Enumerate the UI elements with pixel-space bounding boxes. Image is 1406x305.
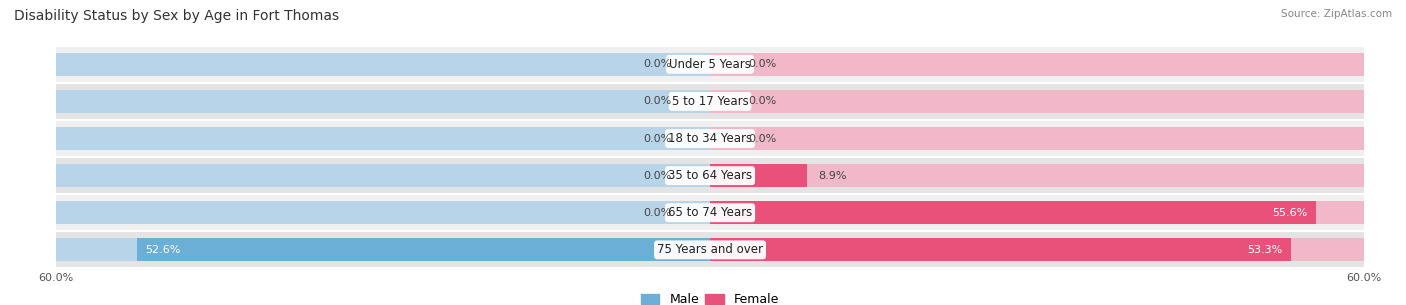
Bar — [56, 127, 710, 150]
Bar — [56, 201, 710, 224]
Text: Source: ZipAtlas.com: Source: ZipAtlas.com — [1281, 9, 1392, 19]
Bar — [56, 157, 1364, 194]
Bar — [56, 83, 1364, 120]
Bar — [710, 127, 1364, 150]
Text: 0.0%: 0.0% — [644, 96, 672, 106]
Text: 0.0%: 0.0% — [644, 134, 672, 144]
Text: 8.9%: 8.9% — [818, 170, 846, 181]
Bar — [710, 53, 1364, 76]
Text: 75 Years and over: 75 Years and over — [657, 243, 763, 256]
Bar — [710, 164, 1364, 187]
Legend: Male, Female: Male, Female — [636, 288, 785, 305]
Text: 52.6%: 52.6% — [146, 245, 181, 255]
Bar — [710, 238, 1364, 261]
Text: 0.0%: 0.0% — [644, 59, 672, 69]
Bar — [710, 238, 1291, 261]
Bar — [710, 201, 1364, 224]
Bar — [56, 46, 1364, 83]
Text: 65 to 74 Years: 65 to 74 Years — [668, 206, 752, 219]
Text: 0.0%: 0.0% — [748, 96, 776, 106]
Text: 53.3%: 53.3% — [1247, 245, 1282, 255]
Bar — [56, 53, 710, 76]
Text: 5 to 17 Years: 5 to 17 Years — [672, 95, 748, 108]
Text: 35 to 64 Years: 35 to 64 Years — [668, 169, 752, 182]
Bar — [56, 120, 1364, 157]
Text: 55.6%: 55.6% — [1272, 208, 1308, 218]
Bar — [710, 90, 1364, 113]
Text: 0.0%: 0.0% — [644, 208, 672, 218]
Text: 0.0%: 0.0% — [748, 134, 776, 144]
Bar — [56, 231, 1364, 268]
Text: 0.0%: 0.0% — [748, 59, 776, 69]
Bar — [710, 164, 807, 187]
Bar — [56, 238, 710, 261]
Text: 18 to 34 Years: 18 to 34 Years — [668, 132, 752, 145]
Bar — [710, 201, 1316, 224]
Text: 0.0%: 0.0% — [644, 170, 672, 181]
Text: Under 5 Years: Under 5 Years — [669, 58, 751, 71]
Bar — [136, 238, 710, 261]
Bar — [56, 194, 1364, 231]
Bar — [56, 164, 710, 187]
Text: Disability Status by Sex by Age in Fort Thomas: Disability Status by Sex by Age in Fort … — [14, 9, 339, 23]
Bar — [56, 90, 710, 113]
